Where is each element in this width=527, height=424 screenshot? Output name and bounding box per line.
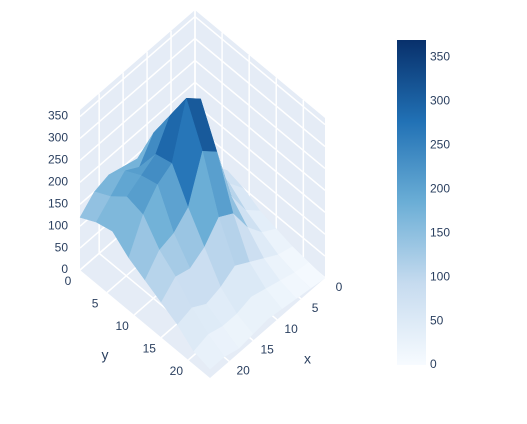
y-tick-label: 5 xyxy=(92,297,99,311)
wall xyxy=(195,10,325,278)
z-tick-label: 100 xyxy=(48,218,68,232)
grid-line xyxy=(79,37,196,140)
x-axis-title: x xyxy=(304,351,311,367)
colorbar-tick-label: 250 xyxy=(430,138,450,152)
grid-line xyxy=(194,59,326,169)
x-tick-label: 20 xyxy=(236,364,250,378)
colorbar-tick-label: 300 xyxy=(430,94,450,108)
colorbar-tick-label: 150 xyxy=(430,225,450,239)
x-tick-label: 5 xyxy=(312,301,319,315)
y-tick-label: 10 xyxy=(115,319,129,333)
grid-line xyxy=(194,103,326,213)
x-tick-label: 15 xyxy=(260,343,274,357)
z-tick-label: 300 xyxy=(48,131,68,145)
grid-line xyxy=(79,81,196,183)
y-axis-title: y xyxy=(102,347,109,363)
colorbar-tick-label: 0 xyxy=(430,357,437,371)
colorbar-tick-label: 100 xyxy=(430,269,450,283)
colorbar-tick-label: 50 xyxy=(430,313,444,327)
colorbar-tick-label: 200 xyxy=(430,181,450,195)
y-tick-label: 15 xyxy=(143,342,157,356)
z-tick-label: 250 xyxy=(48,153,68,167)
z-tick-label: 50 xyxy=(55,240,69,254)
z-tick-label: 150 xyxy=(48,196,68,210)
grid-line xyxy=(194,37,326,148)
x-tick-label: 0 xyxy=(336,280,343,294)
grid-line xyxy=(194,125,326,235)
grid-line xyxy=(79,16,196,118)
x-tick-label: 10 xyxy=(284,322,298,336)
y-tick-label: 0 xyxy=(65,274,72,288)
colorbar xyxy=(397,40,426,365)
grid-line xyxy=(194,15,326,126)
surface-patch xyxy=(193,334,225,370)
grid-line xyxy=(194,81,326,191)
y-tick-label: 20 xyxy=(170,364,184,378)
z-tick-label: 200 xyxy=(48,175,68,189)
colorbar-tick-label: 350 xyxy=(430,50,450,64)
z-tick-label: 0 xyxy=(61,262,68,276)
grid-line xyxy=(79,59,196,161)
z-tick-label: 350 xyxy=(48,109,68,123)
